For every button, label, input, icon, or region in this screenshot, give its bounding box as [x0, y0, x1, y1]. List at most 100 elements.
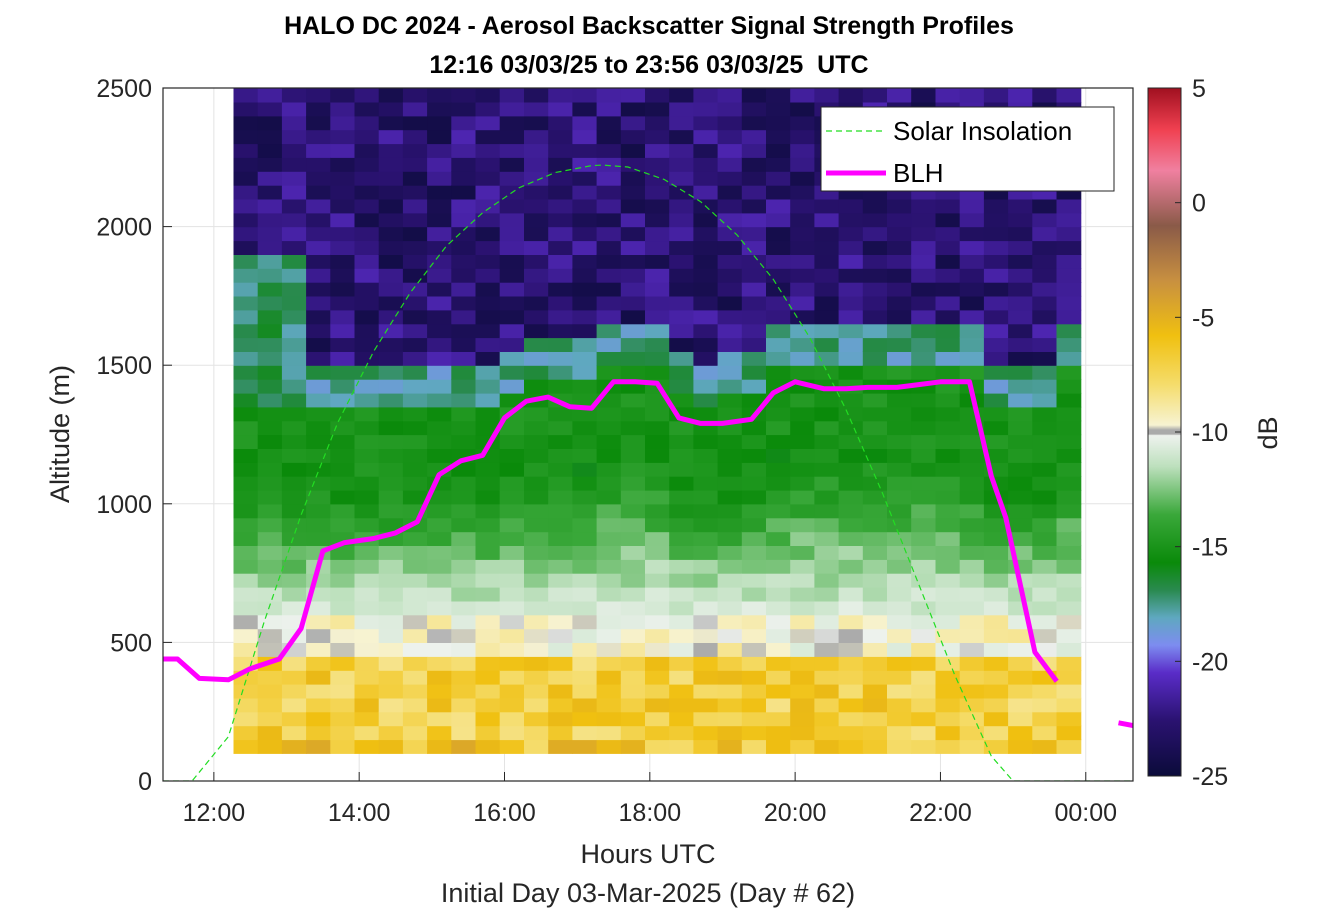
heatmap-cell [402, 171, 428, 186]
heatmap-cell [814, 406, 840, 422]
heatmap-cell [645, 157, 670, 172]
heatmap-cell [1008, 309, 1033, 325]
heatmap-cell [281, 448, 307, 463]
heatmap-cell [499, 143, 525, 158]
heatmap-cell [281, 198, 307, 214]
heatmap-cell [427, 129, 452, 145]
heatmap-cell [330, 157, 356, 172]
heatmap-cell [645, 101, 670, 117]
heatmap-cell [838, 697, 864, 713]
heatmap-cell [741, 489, 767, 505]
y-tick-label: 2000 [96, 214, 152, 242]
y-tick-label: 1000 [96, 491, 152, 519]
heatmap-cell [257, 628, 283, 643]
heatmap-cell [596, 351, 622, 366]
y-tick-label: 500 [110, 629, 152, 657]
heatmap-cell [959, 711, 985, 727]
heatmap-cell [378, 573, 404, 588]
heatmap-cell [281, 462, 307, 477]
heatmap-cell [766, 406, 791, 422]
heatmap-cell [959, 739, 985, 754]
heatmap-cell [572, 212, 598, 228]
heatmap-cell [548, 600, 573, 616]
heatmap-cell [935, 697, 961, 713]
heatmap-cell [306, 711, 331, 727]
heatmap-cell [548, 614, 573, 630]
heatmap-cell [354, 614, 380, 630]
heatmap-cell [790, 254, 815, 269]
heatmap-cell [451, 545, 477, 560]
heatmap-cell [257, 476, 283, 491]
blh-line-segment [1118, 720, 1133, 729]
heatmap-cell [524, 226, 549, 242]
heatmap-cell [451, 420, 477, 436]
heatmap-cell [741, 559, 767, 574]
heatmap-cell [524, 379, 549, 394]
heatmap-cell [959, 725, 985, 741]
heatmap-cell [741, 212, 767, 228]
heatmap-cell [959, 351, 985, 366]
heatmap-cell [862, 725, 888, 741]
heatmap-cell [790, 212, 815, 228]
heatmap-cell [935, 711, 961, 727]
heatmap-cell [451, 379, 477, 394]
heatmap-cell [499, 101, 525, 117]
heatmap-cell [524, 462, 549, 477]
heatmap-cell [378, 157, 404, 172]
heatmap-cell [887, 198, 912, 214]
heatmap-cell [402, 420, 428, 436]
heatmap-cell [402, 115, 428, 131]
heatmap-cell [475, 115, 501, 131]
heatmap-cell [935, 268, 961, 283]
heatmap-cell [1032, 323, 1058, 339]
heatmap-cell [838, 587, 864, 602]
heatmap-cell [887, 614, 912, 630]
heatmap-cell [427, 656, 452, 671]
heatmap-cell [572, 573, 598, 588]
heatmap-cell [257, 503, 283, 519]
heatmap-cell [887, 476, 912, 491]
heatmap-cell [1032, 503, 1058, 519]
heatmap-cell [669, 670, 694, 685]
heatmap-cell [233, 684, 259, 699]
heatmap-cell [596, 198, 622, 214]
heatmap-cell [548, 101, 573, 117]
heatmap-cell [499, 670, 525, 685]
heatmap-cell [451, 282, 477, 297]
heatmap-cell [814, 212, 840, 228]
heatmap-cell [814, 739, 840, 754]
heatmap-cell [790, 697, 815, 713]
heatmap-cell [257, 295, 283, 311]
heatmap-cell [1032, 517, 1058, 533]
heatmap-cell [281, 351, 307, 366]
heatmap-cell [306, 739, 331, 754]
heatmap-cell [766, 545, 791, 560]
heatmap-cell [741, 309, 767, 325]
heatmap-cell [717, 323, 743, 339]
heatmap-cell [838, 226, 864, 242]
heatmap-cell [983, 365, 1009, 380]
heatmap-cell [887, 656, 912, 671]
heatmap-cell [330, 101, 356, 117]
heatmap-cell [402, 448, 428, 463]
heatmap-cell [354, 462, 380, 477]
heatmap-cell [427, 503, 452, 519]
heatmap-cell [306, 129, 331, 145]
heatmap-cell [572, 129, 598, 145]
heatmap-cell [257, 670, 283, 685]
heatmap-cell [645, 143, 670, 158]
heatmap-cell [354, 309, 380, 325]
heatmap-cell [548, 489, 573, 505]
heatmap-cell [257, 517, 283, 533]
heatmap-cell [669, 711, 694, 727]
heatmap-cell [330, 88, 356, 103]
heatmap-cell [475, 351, 501, 366]
heatmap-cell [572, 88, 598, 103]
heatmap-cell [451, 309, 477, 325]
heatmap-cell [717, 711, 743, 727]
heatmap-cell [741, 476, 767, 491]
heatmap-cell [1032, 684, 1058, 699]
heatmap-cell [548, 462, 573, 477]
heatmap-cell [717, 600, 743, 616]
